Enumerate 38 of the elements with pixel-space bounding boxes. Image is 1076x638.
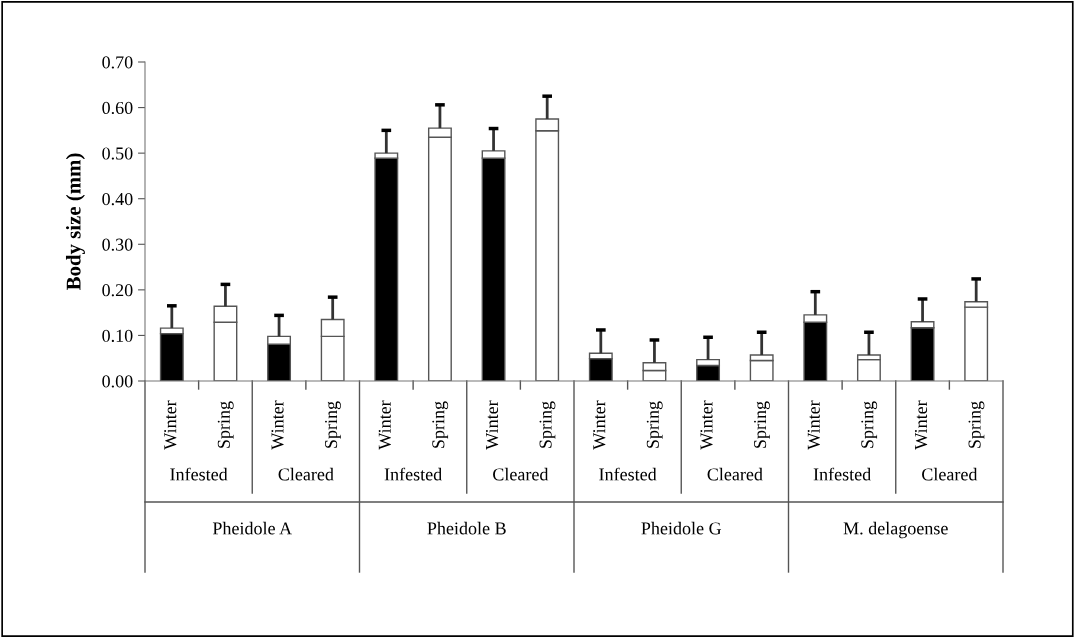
text: Infested bbox=[813, 467, 871, 481]
y-tick-label: 0.30 bbox=[102, 238, 133, 251]
y-tick-label: 0.00 bbox=[102, 375, 133, 388]
x-tick-label: Winter bbox=[164, 400, 177, 450]
x-tick-label: Winter bbox=[914, 400, 928, 450]
text: Cleared bbox=[922, 467, 978, 481]
y-tick-label: 0.10 bbox=[102, 329, 133, 342]
y-axis-title: Body size (mm) bbox=[65, 153, 85, 291]
bar bbox=[588, 357, 613, 381]
x-tick-label: Spring bbox=[646, 401, 663, 448]
text: Infested bbox=[384, 467, 442, 481]
y-tick-label: 0.60 bbox=[102, 101, 133, 115]
x-tick-label: Spring bbox=[861, 401, 878, 448]
x-tick-label: Spring bbox=[432, 401, 449, 448]
x-tick-label: Winter bbox=[378, 400, 391, 450]
text: Cleared bbox=[493, 467, 549, 481]
y-tick-label: 0.40 bbox=[102, 192, 133, 206]
x-tick-label: Winter bbox=[485, 400, 499, 450]
x-tick-label: Winter bbox=[700, 400, 713, 450]
x-tick-label: Winter bbox=[807, 400, 820, 450]
y-tick-label: 0.20 bbox=[102, 284, 133, 297]
x-tick-label: Spring bbox=[968, 401, 985, 448]
x-tick-label: Spring bbox=[539, 401, 556, 448]
x-tick-label: Spring bbox=[217, 401, 234, 448]
text: Pheidole G bbox=[641, 521, 722, 535]
x-tick-label: Spring bbox=[754, 401, 770, 448]
x-tick-label: Winter bbox=[271, 400, 284, 450]
text: Pheidole A bbox=[212, 521, 292, 535]
text: Infested bbox=[170, 467, 228, 481]
y-tick-label: 0.70 bbox=[102, 56, 133, 69]
text: Infested bbox=[599, 467, 657, 481]
x-tick-label: Winter bbox=[593, 400, 606, 450]
text: Pheidole B bbox=[427, 521, 506, 535]
y-tick-label: 0.50 bbox=[102, 147, 133, 160]
text: Cleared bbox=[278, 467, 334, 481]
x-tick-label: Spring bbox=[325, 401, 341, 448]
text: Cleared bbox=[707, 467, 763, 481]
text: M. delagoense bbox=[843, 521, 948, 539]
